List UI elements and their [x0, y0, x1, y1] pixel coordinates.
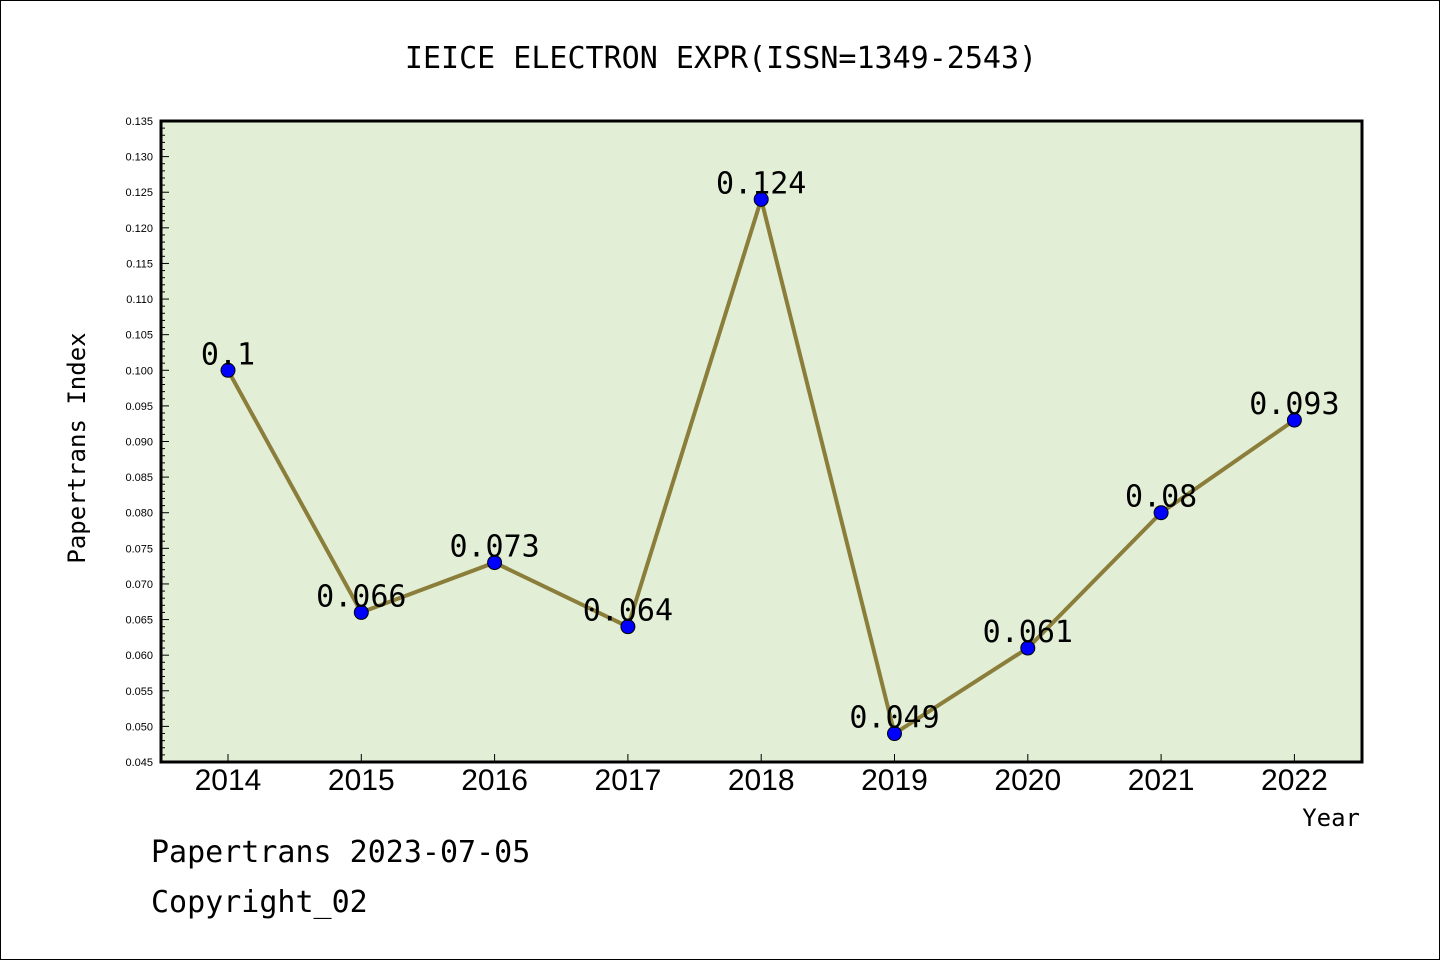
y-tick-label: 0.100 [125, 365, 153, 377]
data-point [1153, 505, 1169, 521]
y-tick-label: 0.090 [125, 437, 153, 449]
x-tick-label: 2018 [728, 764, 795, 797]
series-layer: 0.1 0.066 0.073 0.064 0.124 0.049 0.061 0.08 0.0… [201, 166, 1340, 742]
data-point [487, 555, 503, 571]
y-tick-label: 0.060 [125, 650, 153, 662]
y-tick-label: 0.050 [125, 721, 153, 733]
y-tick-label: 0.085 [125, 472, 153, 484]
x-axis-ticks: 2014 2015 2016 2017 2018 2019 2020 2021 2022 [195, 754, 1328, 797]
data-point [220, 362, 236, 378]
data-point [620, 619, 636, 635]
y-tick-label: 0.075 [125, 543, 153, 555]
data-label: 0.1 [201, 337, 255, 372]
y-tick-label: 0.115 [126, 258, 153, 270]
data-point [353, 604, 369, 620]
data-label: 0.073 [449, 530, 539, 565]
y-tick-label: 0.065 [125, 615, 153, 627]
data-point [1020, 640, 1036, 656]
y-tick-label: 0.070 [125, 579, 153, 591]
data-label: 0.08 [1125, 480, 1197, 515]
y-tick-label: 0.110 [126, 294, 153, 306]
data-label: 0.066 [316, 579, 406, 614]
x-axis-label: Year [1302, 804, 1360, 832]
y-tick-label: 0.055 [125, 686, 153, 698]
x-tick-label: 2015 [328, 764, 395, 797]
data-label: 0.064 [583, 594, 673, 629]
data-label: 0.049 [849, 701, 939, 736]
plot-area [159, 119, 1364, 764]
y-tick-label: 0.125 [125, 187, 153, 199]
y-tick-label: 0.095 [125, 401, 153, 413]
x-tick-label: 2020 [994, 764, 1061, 797]
x-tick-label: 2017 [595, 764, 662, 797]
data-point [887, 726, 902, 742]
y-tick-label: 0.045 [125, 757, 153, 769]
y-tick-label: 0.105 [125, 330, 153, 342]
x-tick-label: 2022 [1261, 764, 1328, 797]
data-label: 0.093 [1249, 387, 1339, 422]
data-point [753, 191, 769, 207]
footer-date: Papertrans 2023-07-05 [151, 835, 531, 870]
y-tick-label: 0.120 [125, 223, 153, 235]
data-label: 0.061 [983, 615, 1073, 650]
data-label: 0.124 [716, 166, 806, 201]
y-tick-label: 0.130 [125, 152, 153, 164]
x-tick-label: 2014 [195, 764, 262, 797]
y-tick-label: 0.135 [125, 116, 153, 128]
data-point [1286, 412, 1302, 428]
y-axis-label: Papertrans Index [63, 332, 91, 563]
x-tick-label: 2021 [1128, 764, 1195, 797]
x-tick-label: 2016 [461, 764, 528, 797]
x-tick-label: 2019 [861, 764, 928, 797]
chart-title: IEICE ELECTRON EXPR(ISSN=1349-2543) [405, 41, 1037, 76]
y-tick-label: 0.080 [125, 508, 153, 520]
footer-copyright: Copyright_02 [151, 885, 368, 920]
y-axis-ticks: 0.045 0.050 0.055 0.060 0.065 0.070 0.075 0.080… [125, 116, 169, 769]
